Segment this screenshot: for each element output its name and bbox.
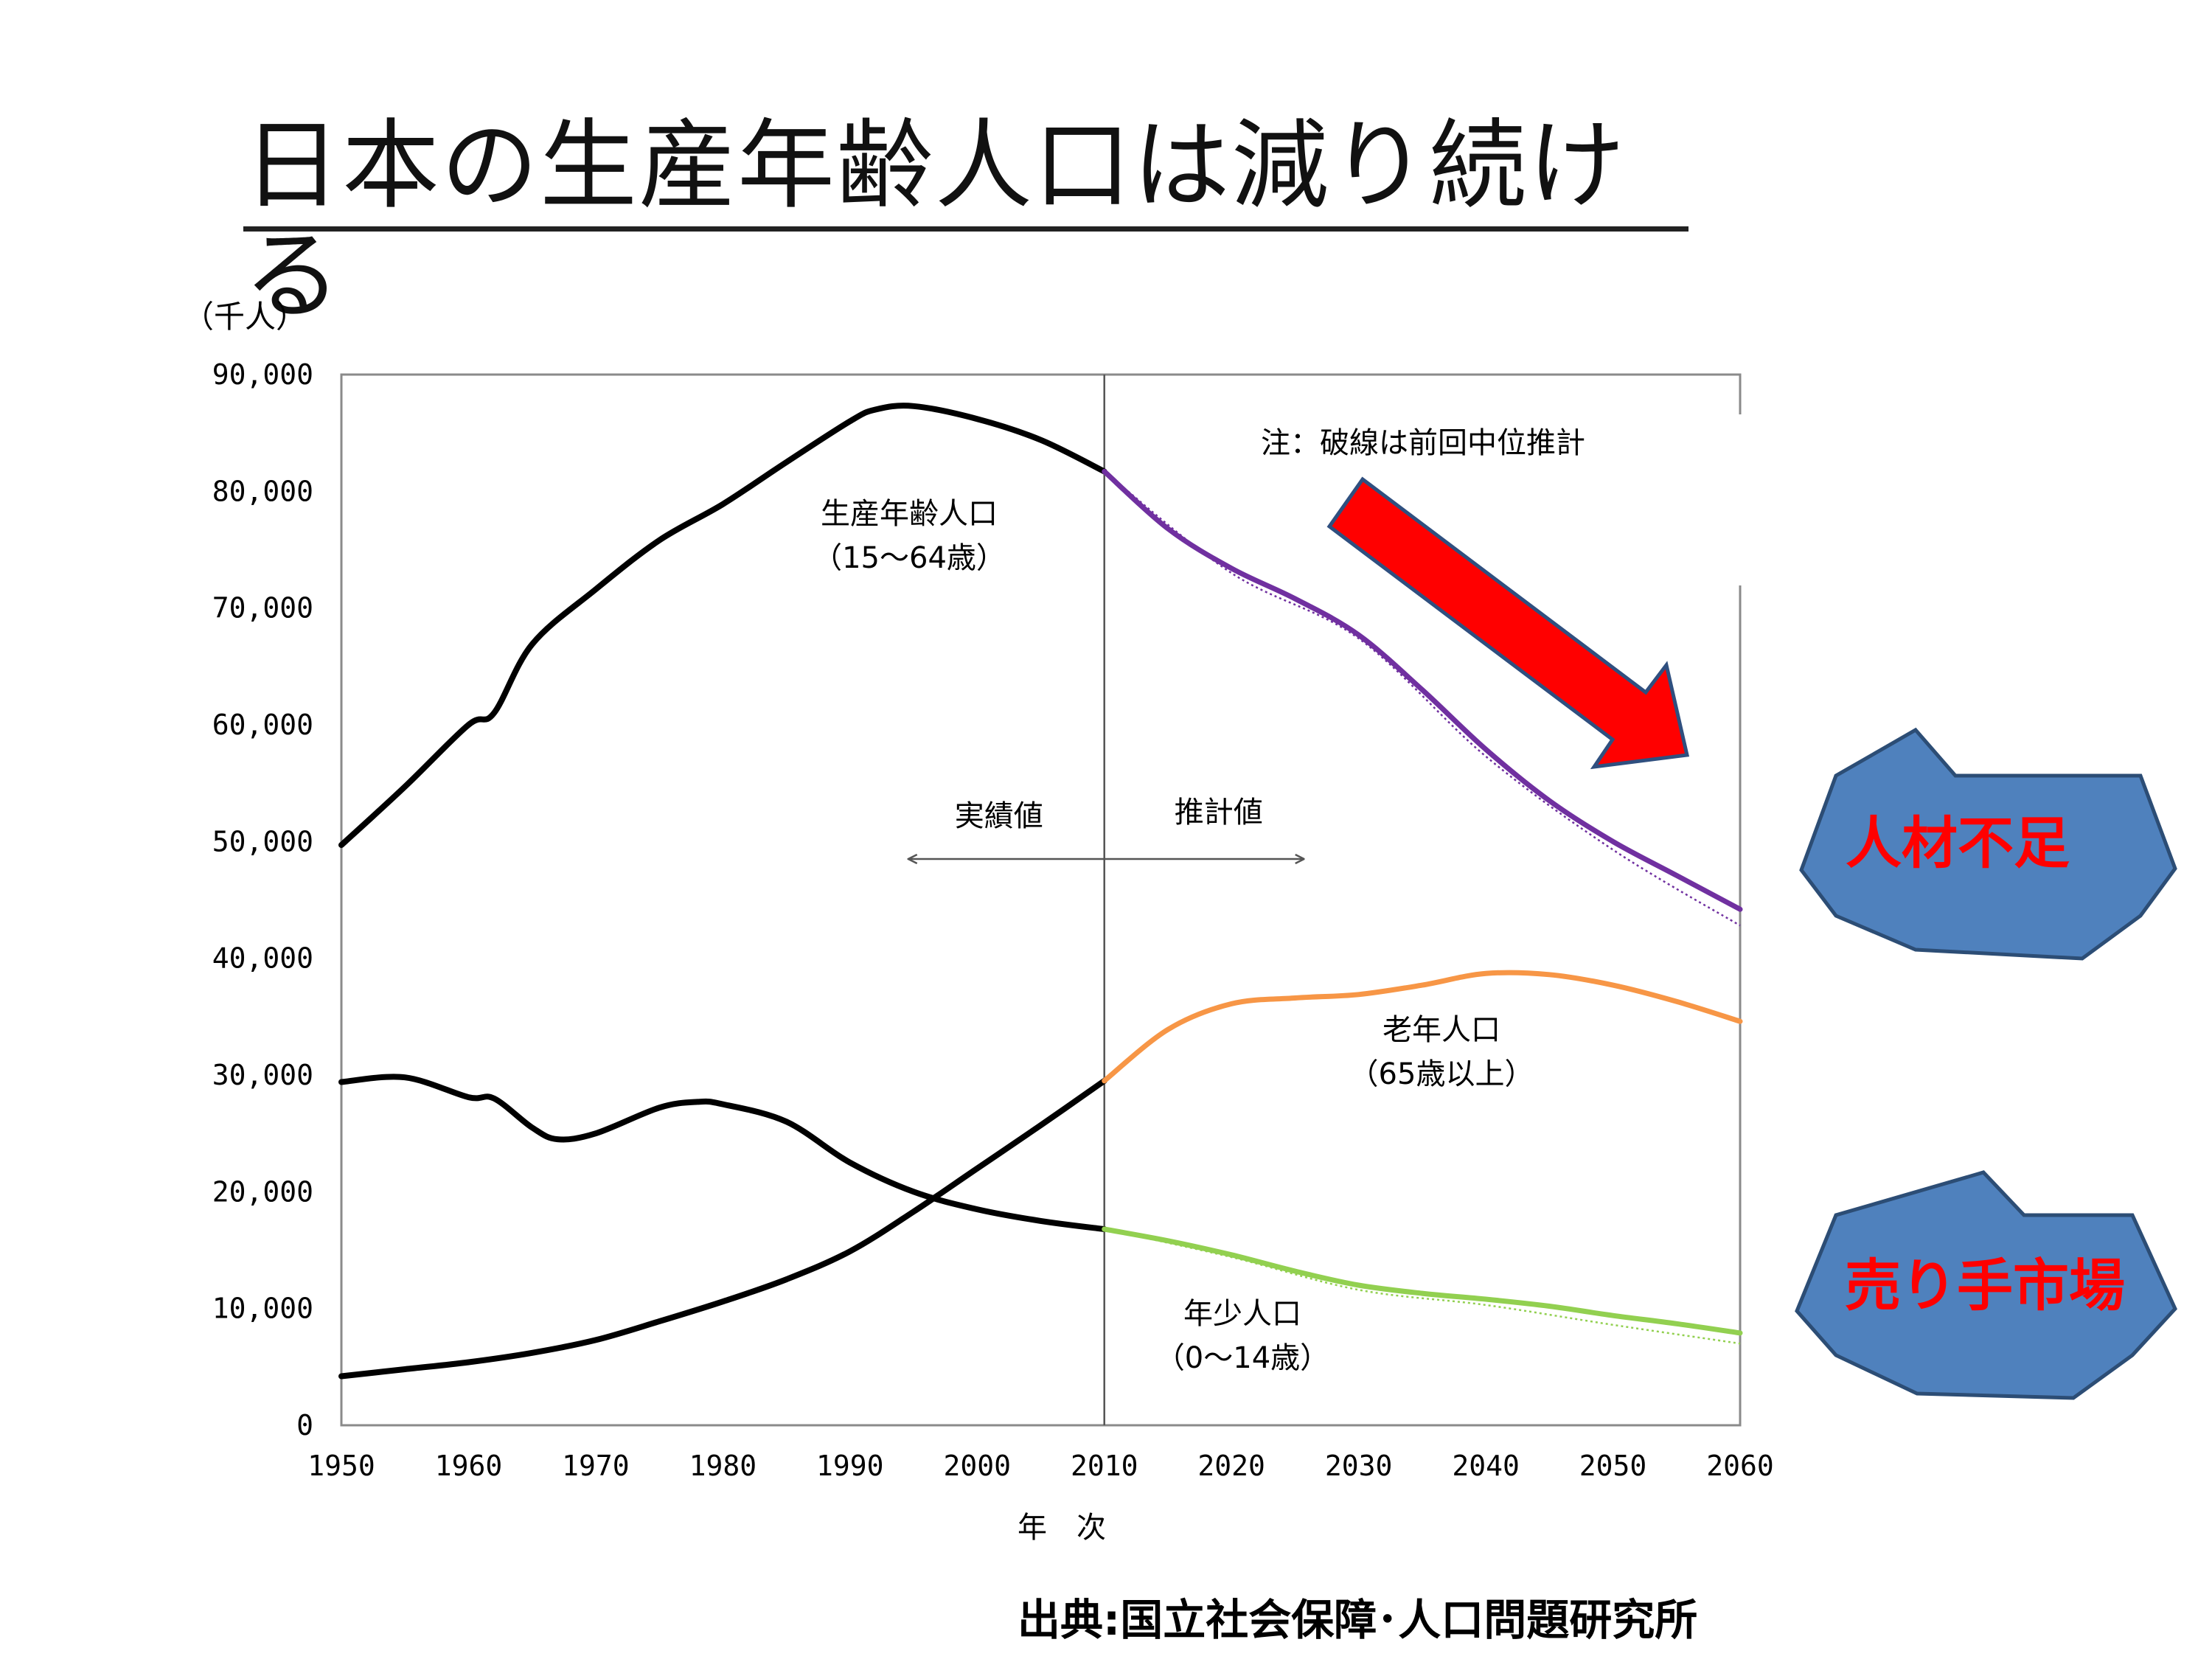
- youth-projected-line: [1102, 1226, 1743, 1336]
- x-tick-label: 1960: [435, 1450, 503, 1482]
- y-tick-label: 30,000: [212, 1059, 313, 1091]
- projected-label: 推計値: [1175, 796, 1263, 830]
- elderly-label: 老年人口: [1382, 1013, 1500, 1047]
- youth-actual-line: [338, 1074, 1107, 1232]
- y-tick-label: 40,000: [212, 942, 313, 975]
- x-axis-title: 年 次: [1018, 1511, 1106, 1545]
- x-tick-label: 1970: [562, 1450, 630, 1482]
- elderly-projected-line: [1102, 970, 1743, 1084]
- note-backing: [1246, 414, 1747, 585]
- x-tick-label: 2000: [944, 1450, 1012, 1482]
- y-tick-label: 50,000: [212, 825, 313, 858]
- source-citation: 出典:国立社会保障･人口問題研究所: [1018, 1595, 1698, 1645]
- elderly-sublabel: （65歳以上）: [1349, 1057, 1534, 1091]
- y-tick-label: 90,000: [212, 358, 313, 391]
- y-tick-label: 80,000: [212, 475, 313, 507]
- youth-label: 年少人口: [1183, 1297, 1301, 1331]
- x-tick-label: 1950: [307, 1450, 375, 1482]
- working-age-sublabel: （15～64歳）: [813, 541, 1006, 575]
- callout-text-sellers-market: 売り手市場: [1845, 1253, 2125, 1318]
- x-tick-label: 2010: [1071, 1450, 1138, 1482]
- page-title: 日本の生産年齢人口は減り続ける: [243, 109, 1627, 333]
- y-tick-label: 0: [296, 1409, 313, 1441]
- callout-star-sellers-market: [1795, 1170, 2177, 1400]
- youth-sublabel: （0～14歳）: [1155, 1341, 1329, 1375]
- y-axis-unit: （千人）: [183, 299, 307, 335]
- y-tick-label: 20,000: [212, 1175, 313, 1208]
- elderly-actual-line: [338, 1077, 1107, 1380]
- x-tick-label: 2060: [1706, 1450, 1774, 1482]
- title-underline: [243, 226, 1688, 232]
- actual-label: 実績値: [955, 799, 1043, 833]
- working_age-actual-line: [338, 403, 1107, 849]
- x-tick-label: 2030: [1325, 1450, 1393, 1482]
- x-tick-label: 2040: [1452, 1450, 1520, 1482]
- y-tick-label: 70,000: [212, 592, 313, 625]
- y-tick-label: 60,000: [212, 709, 313, 741]
- callout-text-shortage: 人材不足: [1846, 810, 2070, 876]
- note-label: 注：破線は前回中位推計: [1261, 426, 1585, 460]
- x-tick-label: 1990: [816, 1450, 884, 1482]
- decline-arrow: [1326, 476, 1690, 770]
- x-tick-label: 2050: [1579, 1450, 1647, 1482]
- callout-star-shortage: [1799, 727, 2177, 961]
- x-tick-label: 2020: [1197, 1450, 1265, 1482]
- x-tick-label: 1980: [689, 1450, 757, 1482]
- working-age-label: 生産年齢人口: [821, 497, 998, 531]
- working_age-projected-line: [1102, 468, 1743, 912]
- plot-frame: [340, 373, 1742, 1427]
- y-tick-label: 10,000: [212, 1293, 313, 1325]
